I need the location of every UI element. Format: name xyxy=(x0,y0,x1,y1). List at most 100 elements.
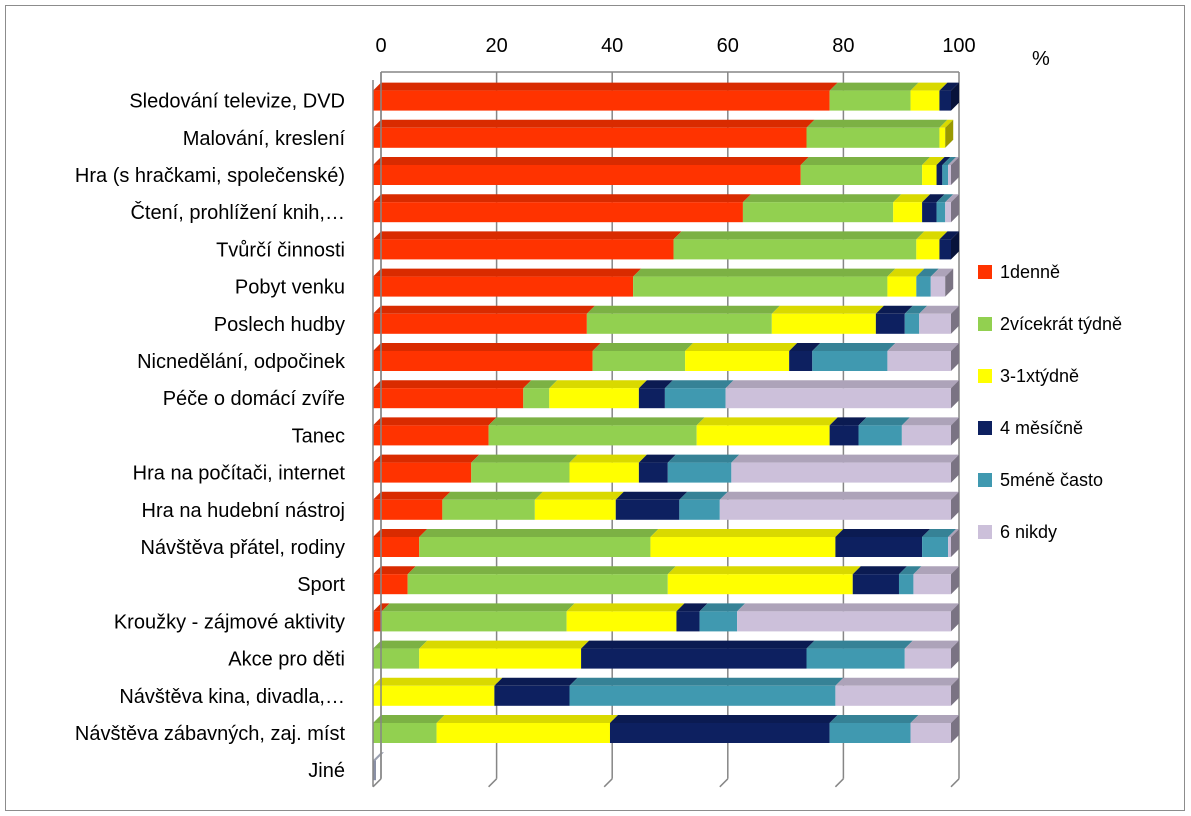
bar-top-face xyxy=(806,640,913,649)
bar-top-face xyxy=(373,529,428,537)
bar-top-face xyxy=(373,640,428,649)
bar-segment xyxy=(942,165,949,185)
bar-segment xyxy=(373,462,472,483)
bar-side-face xyxy=(951,603,959,632)
bar-segment xyxy=(887,351,951,371)
bar-top-face xyxy=(806,119,948,128)
bar-segment xyxy=(609,723,830,743)
bar-segment xyxy=(800,165,923,185)
bar-segment xyxy=(650,537,836,557)
bar-segment xyxy=(812,351,888,371)
bar-top-face xyxy=(771,305,884,314)
bar-top-face xyxy=(419,529,659,537)
bar-top-face xyxy=(633,268,896,277)
bar-top-face xyxy=(829,715,919,723)
bar-segment xyxy=(696,425,830,446)
bar-segment xyxy=(373,499,443,520)
category-label: Návštěva přátel, rodiny xyxy=(140,537,345,559)
bar-segment xyxy=(373,202,743,223)
bar-top-face xyxy=(812,343,896,351)
bar-side-face xyxy=(951,715,959,743)
bar-side-face xyxy=(951,157,959,185)
x-tick-label: 40 xyxy=(601,35,623,57)
bar-top-face xyxy=(373,677,503,686)
bar-segment xyxy=(373,90,830,111)
bar-top-face xyxy=(910,715,959,723)
bar-top-face xyxy=(650,529,844,537)
bar-top-face xyxy=(835,529,931,537)
bar-top-face xyxy=(494,677,578,686)
bar-side-face xyxy=(951,677,959,706)
bar-top-face xyxy=(901,417,959,426)
category-label: Tanec xyxy=(292,425,345,447)
bars-layer xyxy=(373,82,959,781)
x-tick-label: 100 xyxy=(942,35,975,57)
bar-segment xyxy=(494,685,570,706)
bar-segment xyxy=(373,648,420,669)
bar-top-face xyxy=(858,417,910,426)
bar-top-face xyxy=(835,677,959,686)
bar-segment xyxy=(806,648,905,669)
bar-top-face xyxy=(373,715,445,723)
bar-segment xyxy=(534,499,616,520)
bar-segment xyxy=(939,127,946,148)
bar-top-face xyxy=(586,305,780,314)
category-label: Kroužky - zájmové aktivity xyxy=(114,611,345,633)
legend-label: 3-1xtýdně xyxy=(1000,366,1079,386)
bar-top-face xyxy=(731,454,959,463)
bar-segment xyxy=(373,537,420,557)
bar-segment xyxy=(685,351,790,371)
bar-segment xyxy=(936,202,946,223)
bar-top-face xyxy=(615,491,688,500)
bar-segment xyxy=(373,685,495,706)
bar-top-face xyxy=(667,566,861,575)
bar-segment xyxy=(373,239,674,260)
bar-top-face xyxy=(373,454,480,463)
bar-top-face xyxy=(373,566,416,575)
bar-segment xyxy=(679,499,720,520)
bar-top-face xyxy=(549,380,647,389)
bar-top-face xyxy=(910,82,948,91)
bar-top-face xyxy=(916,231,948,240)
floor-line xyxy=(834,778,844,788)
bar-segment xyxy=(586,313,772,334)
bar-top-face xyxy=(373,305,595,314)
bar-top-face xyxy=(719,491,959,500)
bar-top-face xyxy=(939,82,959,91)
bar-segment xyxy=(664,388,726,409)
floor-line xyxy=(950,778,960,788)
bar-segment xyxy=(569,685,836,706)
bar-top-face xyxy=(942,157,957,165)
bar-side-face xyxy=(951,380,959,409)
bar-segment xyxy=(731,462,951,483)
bar-top-face xyxy=(699,603,746,612)
bar-segment xyxy=(898,574,914,595)
bar-segment xyxy=(887,276,917,297)
bar-top-face xyxy=(569,454,647,463)
bar-side-face xyxy=(951,343,959,371)
bar-segment xyxy=(916,276,931,297)
bar-top-face xyxy=(373,157,809,165)
bar-top-face xyxy=(523,380,558,389)
bar-segment xyxy=(373,313,587,334)
bar-top-face xyxy=(638,454,676,463)
legend-swatch xyxy=(978,369,992,383)
bar-top-face xyxy=(742,194,902,203)
category-label: Návštěva zábavných, zaj. míst xyxy=(75,723,346,745)
bar-top-face xyxy=(875,305,913,314)
category-label: Hra na počítači, internet xyxy=(133,463,346,485)
bar-top-face xyxy=(789,343,821,351)
x-tick-label: 80 xyxy=(832,35,854,57)
bar-segment xyxy=(945,202,951,223)
bar-segment xyxy=(676,611,700,632)
bar-top-face xyxy=(381,603,575,612)
bar-top-face xyxy=(442,491,543,500)
bar-top-face xyxy=(919,305,959,314)
legend-label: 4 měsíčně xyxy=(1000,418,1083,438)
bar-top-face xyxy=(373,343,601,351)
category-label: Péče o domácí zvíře xyxy=(163,388,345,410)
unit-label: % xyxy=(1032,48,1050,70)
bar-segment xyxy=(373,388,524,409)
bar-top-face xyxy=(373,491,451,500)
bar-top-face xyxy=(829,82,919,91)
